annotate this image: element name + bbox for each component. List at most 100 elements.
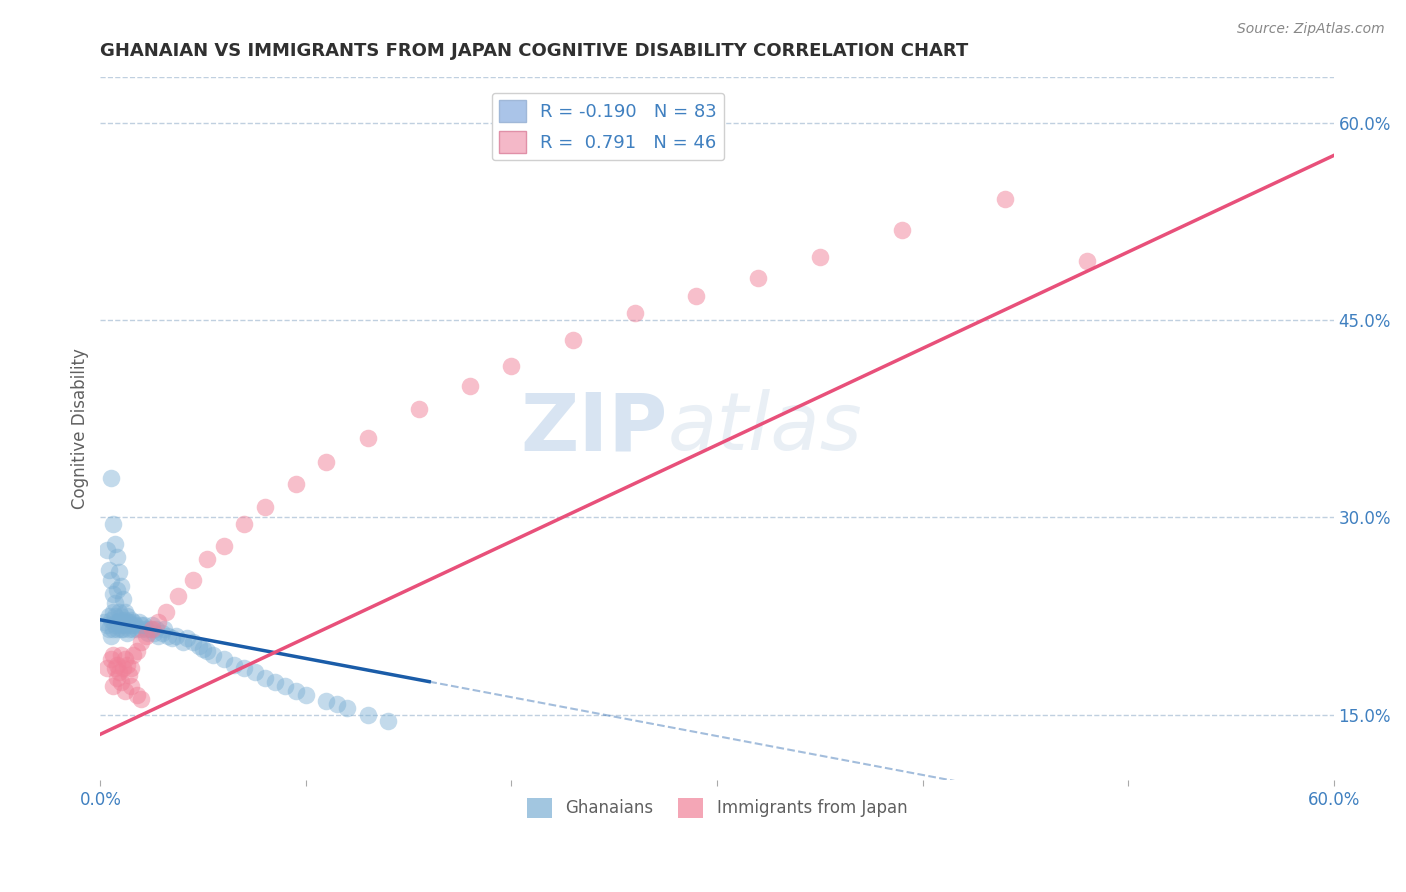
Point xyxy=(141,618,163,632)
Point xyxy=(122,615,145,630)
Point xyxy=(100,574,122,588)
Point xyxy=(142,626,165,640)
Point xyxy=(153,622,176,636)
Point xyxy=(111,591,134,606)
Point xyxy=(120,679,142,693)
Point xyxy=(97,563,120,577)
Point xyxy=(104,661,127,675)
Point xyxy=(891,223,914,237)
Point xyxy=(114,618,136,632)
Point xyxy=(100,629,122,643)
Point xyxy=(233,661,256,675)
Point xyxy=(105,622,128,636)
Point xyxy=(114,613,136,627)
Point xyxy=(105,549,128,564)
Point xyxy=(135,629,157,643)
Point xyxy=(460,378,482,392)
Point xyxy=(111,661,134,675)
Point xyxy=(118,668,141,682)
Point xyxy=(157,629,180,643)
Point xyxy=(167,589,190,603)
Point xyxy=(377,714,399,728)
Point xyxy=(108,615,131,630)
Point xyxy=(115,608,138,623)
Text: Source: ZipAtlas.com: Source: ZipAtlas.com xyxy=(1237,22,1385,37)
Point xyxy=(120,661,142,675)
Point xyxy=(111,622,134,636)
Point xyxy=(110,579,132,593)
Point xyxy=(195,644,218,658)
Point xyxy=(105,615,128,630)
Point xyxy=(284,684,307,698)
Point xyxy=(562,333,585,347)
Point xyxy=(127,622,149,636)
Point xyxy=(501,359,523,373)
Point xyxy=(120,618,142,632)
Point xyxy=(155,605,177,619)
Point xyxy=(162,632,184,646)
Point xyxy=(135,622,157,636)
Text: ZIP: ZIP xyxy=(520,390,668,467)
Point xyxy=(243,665,266,680)
Point xyxy=(202,648,225,663)
Point xyxy=(110,618,132,632)
Point xyxy=(108,665,131,680)
Point xyxy=(128,615,150,630)
Point xyxy=(105,671,128,685)
Point xyxy=(253,500,276,514)
Point xyxy=(150,626,173,640)
Point xyxy=(122,622,145,636)
Point xyxy=(131,635,153,649)
Point xyxy=(97,608,120,623)
Point xyxy=(172,635,194,649)
Point xyxy=(325,697,347,711)
Point xyxy=(274,679,297,693)
Point xyxy=(104,608,127,623)
Point xyxy=(127,688,149,702)
Point xyxy=(131,622,153,636)
Point xyxy=(165,629,187,643)
Point xyxy=(336,701,359,715)
Point xyxy=(195,552,218,566)
Point xyxy=(233,516,256,531)
Point xyxy=(124,618,146,632)
Point xyxy=(100,613,122,627)
Point xyxy=(181,635,204,649)
Point xyxy=(101,679,124,693)
Y-axis label: Cognitive Disability: Cognitive Disability xyxy=(72,348,89,508)
Point xyxy=(188,639,211,653)
Point xyxy=(212,539,235,553)
Point xyxy=(176,632,198,646)
Point xyxy=(146,615,169,630)
Point xyxy=(222,657,245,672)
Point xyxy=(97,622,120,636)
Point xyxy=(101,605,124,619)
Point xyxy=(110,648,132,663)
Point xyxy=(108,605,131,619)
Point xyxy=(191,641,214,656)
Point xyxy=(253,671,276,685)
Point xyxy=(131,618,153,632)
Point xyxy=(145,622,167,636)
Point xyxy=(146,629,169,643)
Point xyxy=(264,674,287,689)
Point xyxy=(110,613,132,627)
Point xyxy=(1076,253,1098,268)
Point xyxy=(104,596,127,610)
Point xyxy=(141,622,163,636)
Point xyxy=(131,691,153,706)
Point xyxy=(284,477,307,491)
Point xyxy=(111,615,134,630)
Point xyxy=(105,582,128,597)
Point xyxy=(356,431,378,445)
Point xyxy=(100,471,122,485)
Point xyxy=(104,536,127,550)
Text: GHANAIAN VS IMMIGRANTS FROM JAPAN COGNITIVE DISABILITY CORRELATION CHART: GHANAIAN VS IMMIGRANTS FROM JAPAN COGNIT… xyxy=(100,42,969,60)
Point xyxy=(96,618,118,632)
Point xyxy=(138,622,160,636)
Point xyxy=(110,622,132,636)
Point xyxy=(136,626,159,640)
Point xyxy=(122,648,145,663)
Point xyxy=(118,615,141,630)
Point xyxy=(101,516,124,531)
